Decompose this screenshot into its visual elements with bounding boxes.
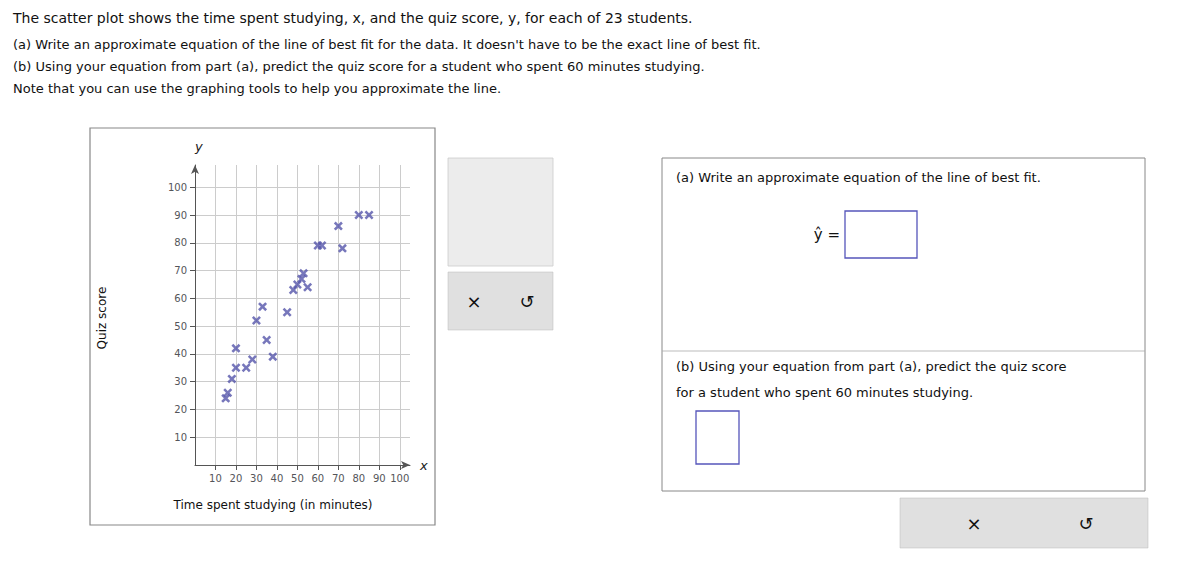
svg-text:10: 10 — [174, 432, 187, 443]
svg-text:30: 30 — [250, 473, 263, 484]
svg-text:40: 40 — [271, 473, 284, 484]
svg-text:90: 90 — [373, 473, 386, 484]
svg-text:×: × — [466, 291, 481, 312]
svg-text:90: 90 — [174, 210, 187, 221]
svg-text:20: 20 — [230, 473, 243, 484]
svg-text:The scatter plot shows the tim: The scatter plot shows the time spent st… — [12, 10, 693, 26]
svg-text:Time spent studying (in minute: Time spent studying (in minutes) — [173, 498, 373, 512]
svg-text:↺: ↺ — [1078, 513, 1093, 534]
svg-text:↺: ↺ — [519, 291, 534, 312]
svg-text:(a) Write an approximate equat: (a) Write an approximate equation of the… — [13, 37, 761, 52]
svg-text:100: 100 — [390, 473, 409, 484]
svg-text:(b) Using your equation from p: (b) Using your equation from part (a), p… — [13, 59, 705, 74]
svg-text:30: 30 — [174, 376, 187, 387]
svg-text:y: y — [194, 139, 203, 154]
svg-text:70: 70 — [174, 265, 187, 276]
svg-text:80: 80 — [174, 237, 187, 248]
svg-text:60: 60 — [174, 293, 187, 304]
svg-text:ŷ =: ŷ = — [814, 226, 840, 244]
svg-text:(b) Using your equation from p: (b) Using your equation from part (a), p… — [676, 359, 1066, 374]
svg-text:Quiz score: Quiz score — [95, 287, 109, 350]
svg-text:60: 60 — [311, 473, 324, 484]
svg-text:80: 80 — [352, 473, 365, 484]
svg-text:10: 10 — [209, 473, 222, 484]
svg-text:x: x — [419, 458, 428, 473]
svg-text:70: 70 — [332, 473, 345, 484]
svg-text:×: × — [966, 513, 981, 534]
svg-text:40: 40 — [174, 348, 187, 359]
svg-text:50: 50 — [291, 473, 304, 484]
svg-text:(a) Write an approximate equat: (a) Write an approximate equation of the… — [676, 170, 1041, 185]
svg-text:for a student who spent 60 min: for a student who spent 60 minutes study… — [676, 385, 973, 400]
svg-text:100: 100 — [168, 182, 187, 193]
svg-text:50: 50 — [174, 321, 187, 332]
svg-text:Note that you can use the grap: Note that you can use the graphing tools… — [13, 81, 501, 96]
svg-text:20: 20 — [174, 404, 187, 415]
